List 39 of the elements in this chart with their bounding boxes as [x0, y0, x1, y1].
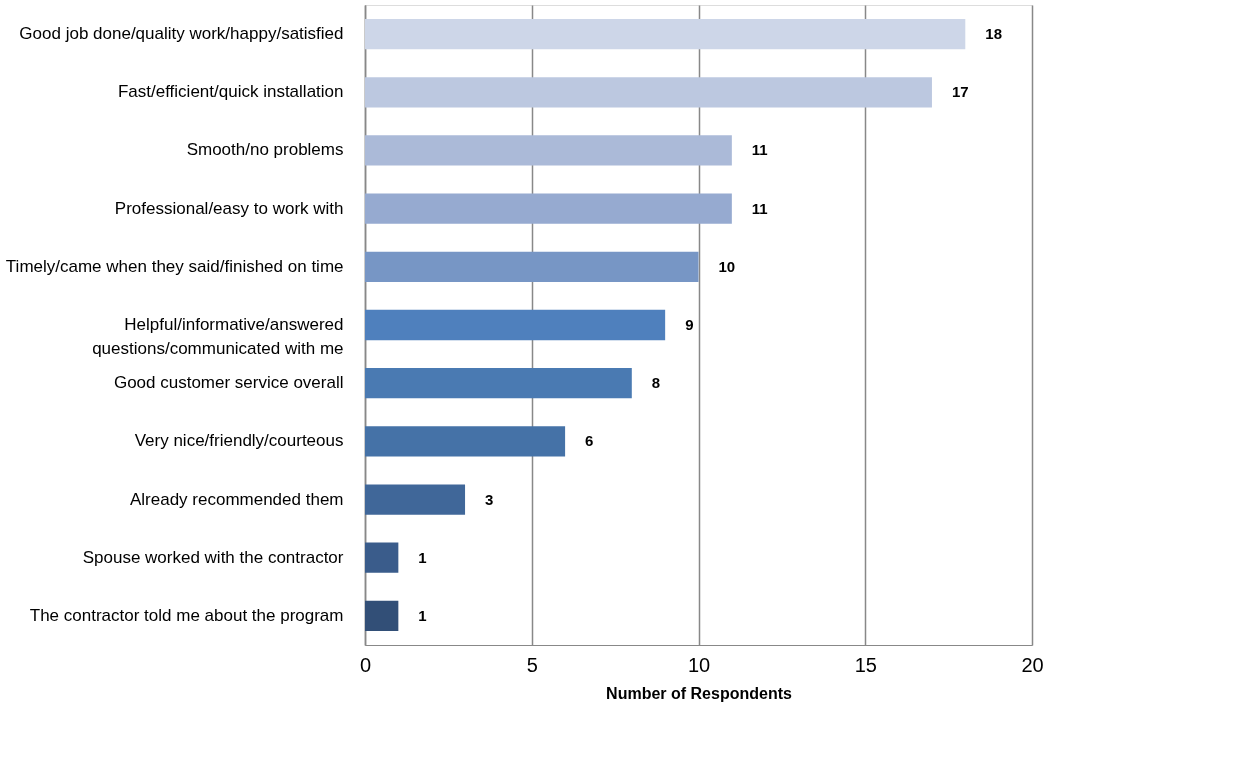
data-label: 17	[951, 83, 969, 101]
x-axis-title: Number of Respondents	[606, 684, 792, 702]
y-tick-label: Spouse worked with the contractor	[82, 547, 344, 567]
x-tick-label: 10	[687, 653, 711, 676]
bar	[365, 309, 666, 341]
data-label: 11	[751, 199, 768, 217]
x-tick-label: 0	[359, 653, 372, 676]
bar	[365, 18, 966, 50]
y-tick-label: Helpful/informative/answered questions/communicated with me	[92, 315, 344, 358]
data-label: 1	[418, 606, 427, 624]
y-tick-label: Already recommended them	[129, 489, 344, 509]
bar	[365, 368, 632, 399]
data-label: 3	[485, 490, 494, 508]
data-label: 11	[751, 141, 768, 159]
data-label: 1	[418, 548, 427, 566]
data-label: 18	[985, 25, 1002, 43]
y-tick-label: Very nice/friendly/courteous	[134, 431, 344, 451]
data-label: 8	[651, 374, 661, 392]
y-tick-label: The contractor told me about the program	[29, 605, 344, 625]
y-tick-label: Fast/efficient/quick installation	[117, 82, 344, 102]
bar	[365, 426, 566, 457]
y-tick-label: Professional/easy to work with	[114, 198, 344, 218]
y-tick-label: Smooth/no problems	[186, 140, 344, 160]
y-tick-label: Good job done/quality work/happy/satisfied	[19, 24, 344, 44]
bar	[365, 251, 699, 282]
x-tick-label: 5	[526, 653, 538, 676]
data-label: 6	[585, 432, 594, 450]
bar	[365, 484, 466, 515]
bar	[365, 193, 732, 224]
y-tick-label: Timely/came when they said/finished on time	[5, 256, 344, 276]
bar	[365, 135, 732, 166]
bar	[365, 77, 932, 108]
data-label: 9	[685, 316, 694, 333]
y-tick-label: Good customer service overall	[113, 373, 344, 393]
x-tick-label: 20	[1021, 653, 1044, 676]
x-tick-label: 15	[854, 653, 877, 676]
data-label: 10	[718, 257, 736, 275]
bar	[365, 600, 399, 632]
bar	[365, 542, 399, 573]
